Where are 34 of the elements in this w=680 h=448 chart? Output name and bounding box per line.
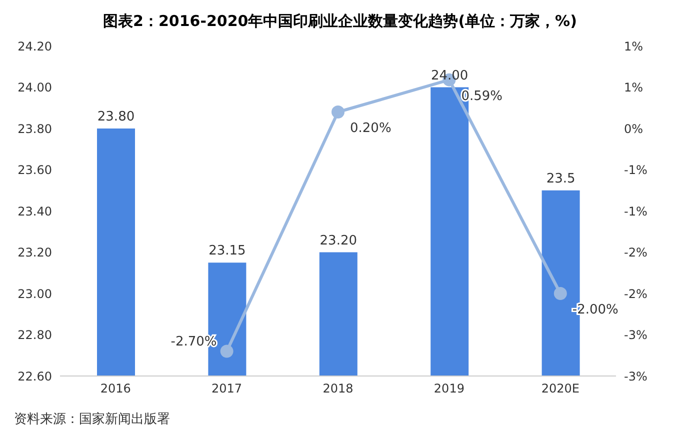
y-tick-label: 23.20 [18,246,52,260]
y-tick-label: 23.00 [18,286,52,301]
y-tick-label: 23.80 [18,122,52,136]
data-label: 24.00 [430,68,468,84]
x-tick-label: 2017 [212,382,242,396]
y2-tick-label: -2% [624,286,648,301]
y2-tick-label: 1% [624,39,644,54]
data-label: 23.5 [546,171,576,186]
data-label: 23.80 [97,110,135,124]
point [332,106,344,118]
y2-tick-label: -2% [624,246,648,260]
y-tick-label: 22.60 [18,369,52,384]
point [220,344,234,358]
x-tick-label: 2016 [100,382,131,396]
y2-tick-label: 1% [624,80,644,95]
y-tick-label: 23.60 [18,163,52,178]
y2-tick-label: -3% [624,369,648,384]
y2-tick-label: -1% [624,204,648,218]
y-tick-label: 24.20 [18,39,52,54]
y-tick-label: 23.40 [18,204,52,218]
y2-tick-label: -1% [624,163,648,178]
data-label: 0.20% [350,121,392,136]
point [554,287,567,300]
text: 资料来源：国家新闻出版署 [14,411,171,428]
x-tick-label: 2018 [322,382,354,396]
chart-title: 图表2：2016-2020年中国印刷业企业数量变化趋势(单位：万家，%) [102,11,578,32]
data-label: 23.15 [208,244,246,259]
y-tick-label: 22.80 [18,328,52,342]
x-tick-label: 2019 [434,382,464,396]
y2-tick-label: -3% [624,328,648,342]
y-tick-label: 24.00 [18,80,52,95]
y2-tick-label: 0% [624,122,644,136]
x-tick-label: 2020E [541,382,580,396]
data-label: 23.20 [320,233,358,248]
